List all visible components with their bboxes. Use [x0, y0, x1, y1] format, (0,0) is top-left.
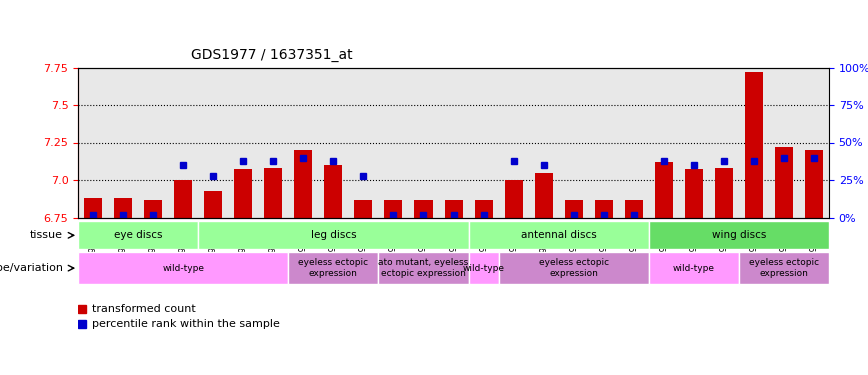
Bar [475, 200, 492, 217]
Text: eyeless ectopic
expression: eyeless ectopic expression [539, 258, 608, 278]
Bar [204, 190, 222, 217]
Bar [385, 200, 403, 217]
Bar [115, 198, 132, 217]
Bar [354, 200, 372, 217]
Text: antennal discs: antennal discs [521, 230, 596, 240]
Bar [234, 170, 253, 217]
Bar [625, 200, 642, 217]
Text: wild-type: wild-type [463, 264, 504, 273]
Bar [444, 200, 463, 217]
Bar [654, 162, 673, 218]
Bar [565, 200, 582, 217]
Bar [144, 200, 162, 217]
Bar [805, 150, 823, 217]
FancyBboxPatch shape [648, 252, 739, 284]
Bar [504, 180, 523, 218]
Text: leg discs: leg discs [311, 230, 356, 240]
FancyBboxPatch shape [469, 252, 498, 284]
FancyBboxPatch shape [78, 221, 198, 249]
FancyBboxPatch shape [469, 221, 648, 249]
Bar [325, 165, 342, 218]
Text: eyeless ectopic
expression: eyeless ectopic expression [299, 258, 368, 278]
Text: eyeless ectopic
expression: eyeless ectopic expression [749, 258, 819, 278]
FancyBboxPatch shape [288, 252, 378, 284]
Bar [265, 168, 282, 217]
Text: wild-type: wild-type [162, 264, 204, 273]
FancyBboxPatch shape [78, 252, 288, 284]
Text: wing discs: wing discs [712, 230, 766, 240]
Bar [415, 200, 432, 217]
Bar [294, 150, 312, 217]
Bar [595, 200, 613, 217]
Text: transformed count: transformed count [92, 304, 196, 314]
Bar [745, 72, 763, 217]
FancyBboxPatch shape [378, 252, 469, 284]
Text: tissue: tissue [30, 230, 63, 240]
Bar [535, 172, 553, 217]
Text: percentile rank within the sample: percentile rank within the sample [92, 319, 279, 329]
Bar [715, 168, 733, 217]
FancyBboxPatch shape [648, 221, 829, 249]
FancyBboxPatch shape [198, 221, 469, 249]
Text: genotype/variation: genotype/variation [0, 263, 63, 273]
Text: ato mutant, eyeless
ectopic expression: ato mutant, eyeless ectopic expression [378, 258, 469, 278]
FancyBboxPatch shape [498, 252, 648, 284]
Bar [174, 180, 192, 218]
Text: wild-type: wild-type [673, 264, 714, 273]
Text: eye discs: eye discs [114, 230, 162, 240]
Bar [84, 198, 102, 217]
Bar [685, 170, 703, 217]
Bar [775, 147, 792, 218]
FancyBboxPatch shape [739, 252, 829, 284]
Text: GDS1977 / 1637351_at: GDS1977 / 1637351_at [191, 48, 352, 62]
